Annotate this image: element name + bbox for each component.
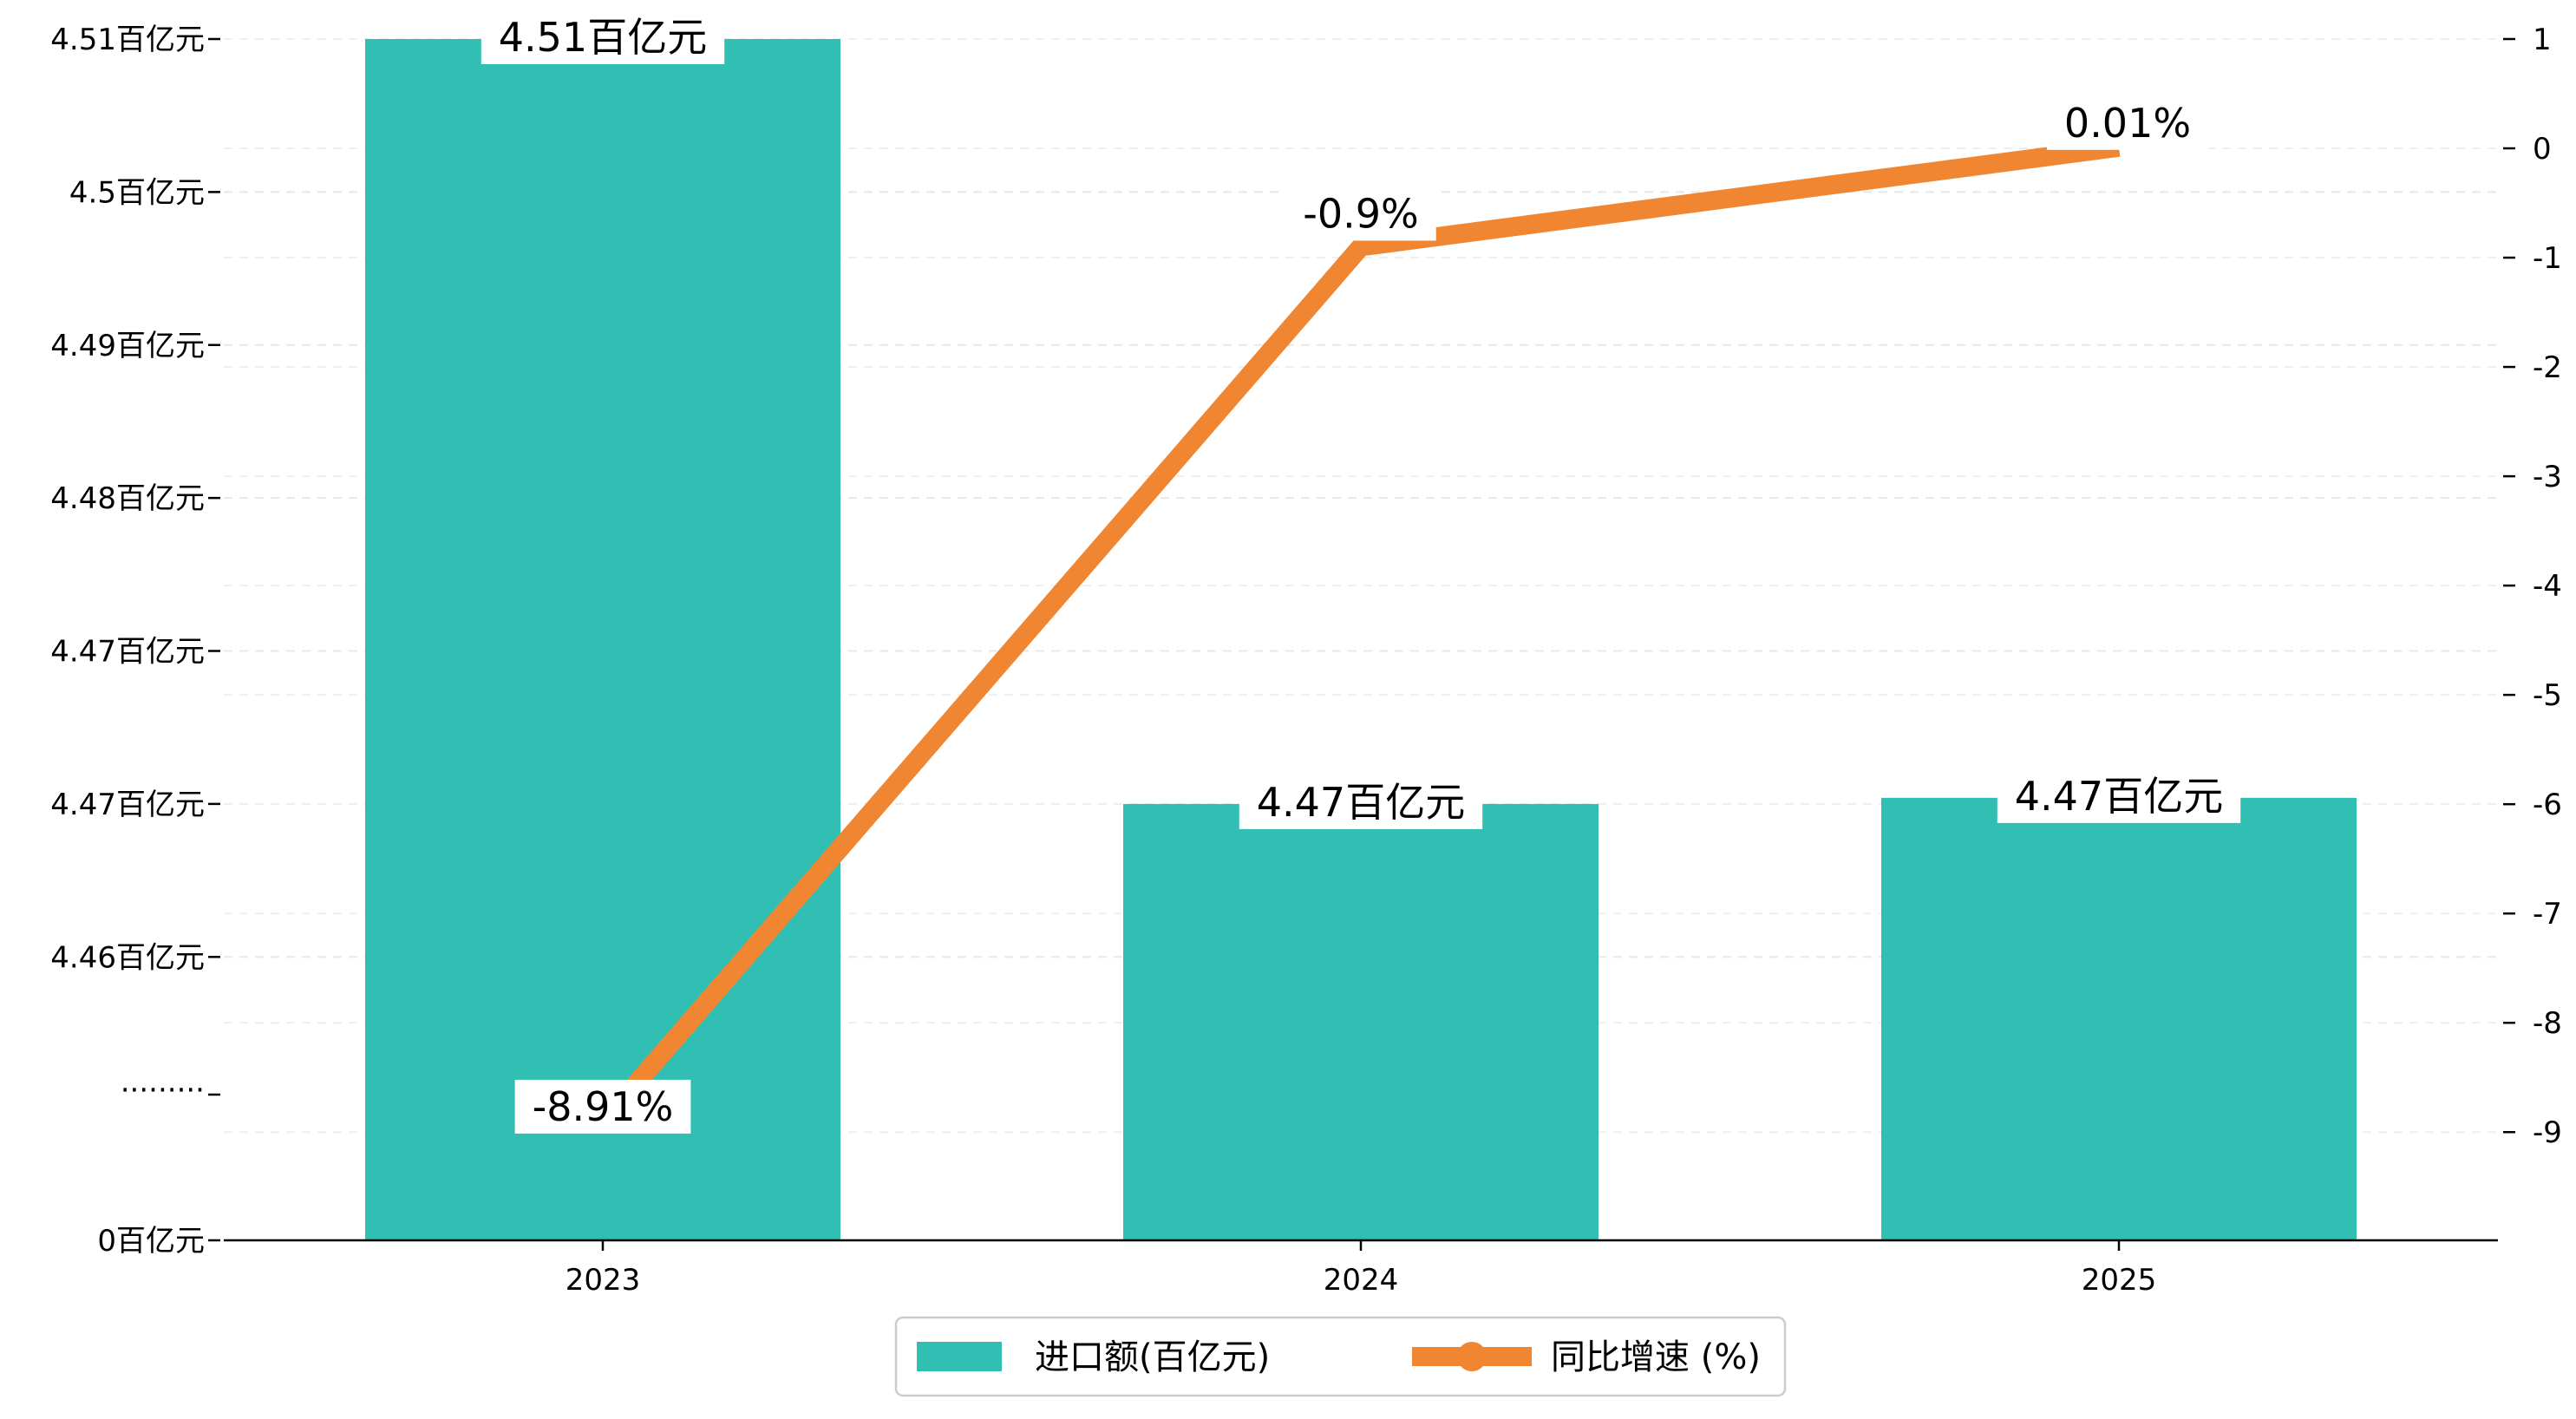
bar-data-label: 4.51百亿元 <box>499 14 707 61</box>
y-tick-label: 4.51百亿元 <box>50 23 205 57</box>
bar <box>1881 797 2357 1240</box>
bar-data-label-group: 4.51百亿元 <box>481 10 725 64</box>
y-tick-label: 4.5百亿元 <box>69 175 205 210</box>
legend: 进口额(百亿元) 同比增速 (%) <box>894 1316 1787 1397</box>
line-series <box>595 137 2121 1129</box>
x-tick-label: 2024 <box>1324 1263 1399 1298</box>
line-data-label-background <box>1285 186 1436 241</box>
bar-series <box>365 39 2357 1240</box>
y-tick-label: -3 <box>2533 460 2562 494</box>
legend-swatch-bar <box>917 1342 1002 1371</box>
line-data-label-background <box>514 1079 691 1134</box>
line-data-label-group: -0.9% <box>1285 186 1436 241</box>
y-tick-label: 4.49百亿元 <box>50 329 205 363</box>
y-axis-left: 0百亿元 4.46百亿元 4.47百亿元 4.47百亿元 4.48百亿元 4.49百亿元 4… <box>50 23 220 1259</box>
x-tick-label: 2025 <box>2082 1263 2157 1298</box>
bar-data-label-group: 4.47百亿元 <box>1239 775 1483 829</box>
y-tick-label: 0百亿元 <box>97 1224 205 1259</box>
y-tick-label: -6 <box>2533 788 2562 822</box>
y-tick-label: -5 <box>2533 678 2562 713</box>
line-data-label-group: -8.91% <box>514 1079 691 1134</box>
bar <box>1123 803 1599 1240</box>
y-tick-label: 4.47百亿元 <box>50 788 205 822</box>
bar-data-label-background <box>1239 775 1483 829</box>
bar-data-label: 4.47百亿元 <box>1257 779 1465 826</box>
y-tick-label: -7 <box>2533 897 2562 932</box>
y-tick-label: -4 <box>2533 569 2562 604</box>
legend-frame <box>894 1316 1787 1397</box>
bar-data-label-group: 4.47百亿元 <box>1997 768 2241 823</box>
axis-break-label: ········· <box>121 1073 205 1108</box>
bar-data-label-background <box>1997 768 2241 823</box>
legend-label: 进口额(百亿元) <box>1035 1337 1270 1377</box>
y-tick-label: -8 <box>2533 1006 2562 1041</box>
x-tick-label: 2023 <box>566 1263 641 1298</box>
legend-label: 同比增速 (%) <box>1551 1337 1761 1377</box>
line-data-label-background <box>2046 95 2209 150</box>
y-tick-label: 1 <box>2533 23 2552 57</box>
bar-data-label: 4.47百亿元 <box>2015 773 2223 820</box>
line-data-label: 0.01% <box>2064 100 2191 147</box>
y-tick-label: 4.47百亿元 <box>50 635 205 670</box>
bar-data-label-background <box>481 10 725 64</box>
legend-marker <box>1457 1342 1487 1371</box>
line-data-label: -0.9% <box>1303 190 1418 237</box>
x-axis: 2023 2024 2025 <box>566 1240 2157 1298</box>
y-tick-label: 4.46百亿元 <box>50 940 205 975</box>
y-tick-label: 4.48百亿元 <box>50 481 205 516</box>
y-tick-label: -9 <box>2533 1115 2562 1150</box>
y-tick-label: 0 <box>2533 132 2552 167</box>
y-axis-right: 1 0 -1 -2 -3 -4 -5 -6 -7 -8 -9 <box>2503 23 2562 1150</box>
y-tick-label: -2 <box>2533 350 2562 385</box>
bar <box>365 39 840 1240</box>
line-data-label-group: 0.01% <box>2046 95 2209 150</box>
y-tick-label: -1 <box>2533 241 2562 276</box>
line-data-label: -8.91% <box>533 1083 674 1130</box>
